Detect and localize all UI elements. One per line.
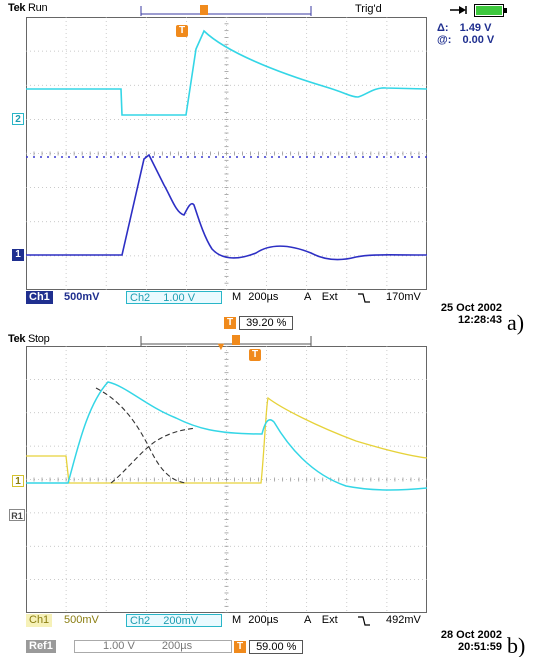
time-b: 20:51:59: [457, 641, 502, 653]
delta-readout: Δ: 1.49 V: [437, 22, 491, 34]
falling-edge-icon: [358, 293, 370, 303]
timebase-readout[interactable]: M 200µs: [232, 291, 278, 303]
panel-label-a: a): [507, 310, 525, 335]
trigger-readout[interactable]: A Ext: [304, 291, 338, 303]
ch2-ground-marker[interactable]: 2: [12, 113, 24, 125]
date-b: 28 Oct 2002: [440, 629, 502, 641]
ref1-waveform-rise: [110, 427, 197, 484]
timebase-value: 200µs: [248, 291, 279, 303]
trigger-arrow-b: ▼: [215, 341, 227, 353]
ch2-scale-b: 200mV: [163, 615, 199, 627]
ch2-waveform-b: [26, 381, 427, 491]
ch2-readout-box-b[interactable]: Ch2 200mV: [126, 614, 222, 627]
at-label: @:: [437, 34, 452, 46]
battery-icon: [474, 4, 507, 17]
time-a: 12:28:43: [457, 314, 502, 326]
ch1-waveform: [26, 153, 427, 261]
timebase-value-b: 200µs: [248, 614, 279, 626]
ch1-ground-marker-b[interactable]: 1: [12, 475, 24, 487]
delta-value: 1.49 V: [459, 22, 492, 34]
trigger-pos-value-b: 59.00 %: [249, 640, 304, 654]
ch1-scale[interactable]: 500mV: [64, 291, 100, 303]
a-label-b: A: [304, 614, 311, 626]
ch2-label: Ch2: [130, 292, 151, 304]
brand-text: Tek: [8, 2, 26, 14]
trigger-level[interactable]: 170mV: [386, 291, 421, 303]
m-label-b: M: [232, 614, 242, 626]
at-readout: @: 0.00 V: [437, 34, 494, 46]
falling-edge-icon-b: [358, 616, 370, 626]
a-label: A: [304, 291, 311, 303]
run-state: Run: [28, 2, 48, 14]
ref1-time: 200µs: [161, 640, 193, 652]
trigger-pos-icon-b: T: [234, 641, 246, 653]
ref1-label[interactable]: Ref1: [26, 640, 56, 653]
at-value: 0.00 V: [462, 34, 495, 46]
ch2-scale: 1.00 V: [163, 292, 196, 304]
trigger-source: Ext: [321, 291, 338, 303]
trigger-source-b: Ext: [321, 614, 338, 626]
trigger-pos-value: 39.20 %: [239, 316, 294, 330]
brand-logo: Tek Run: [8, 2, 48, 14]
ref1-readout-box[interactable]: 1.00 V 200µs: [74, 640, 232, 653]
ch1-ground-marker[interactable]: 1: [12, 249, 24, 261]
delta-label: Δ:: [437, 22, 449, 34]
record-view-bracket-b: [140, 335, 312, 346]
ch1-waveform-b: [26, 396, 427, 484]
trigger-position-readout-b[interactable]: T 59.00 %: [234, 640, 304, 654]
ch1-label[interactable]: Ch1: [26, 291, 53, 304]
record-view-bracket: [140, 5, 312, 16]
m-label: M: [232, 291, 242, 303]
ref1-waveform-decay: [95, 387, 187, 484]
ch2-label-b: Ch2: [130, 615, 151, 627]
ref1-ground-marker[interactable]: R1: [9, 509, 25, 521]
timestamp-a: 25 Oct 2002 12:28:43: [418, 302, 502, 326]
graticule-b: [26, 346, 427, 613]
trigger-position-marker-b[interactable]: T: [249, 349, 261, 361]
ch2-waveform: [26, 29, 427, 116]
ref1-scale: 1.00 V: [103, 640, 135, 652]
trigger-position-readout[interactable]: T 39.20 %: [224, 316, 294, 330]
timestamp-b: 28 Oct 2002 20:51:59: [418, 629, 502, 653]
ch1-scale-b[interactable]: 500mV: [64, 614, 99, 626]
trigger-status: Trig'd: [355, 3, 382, 15]
trigger-level-b[interactable]: 492mV: [386, 614, 421, 626]
ch2-readout-box[interactable]: Ch2 1.00 V: [126, 291, 222, 304]
ch1-label-b[interactable]: Ch1: [26, 614, 53, 627]
trigger-position-marker[interactable]: T: [176, 25, 188, 37]
trigger-readout-b[interactable]: A Ext: [304, 614, 338, 626]
brand-text-b: Tek: [8, 333, 26, 345]
brand-logo-b: Tek Stop: [8, 333, 50, 345]
probe-icon: [450, 6, 467, 14]
run-state-b: Stop: [28, 333, 50, 345]
graticule-a: [26, 17, 427, 290]
date-a: 25 Oct 2002: [440, 302, 502, 314]
timebase-readout-b[interactable]: M 200µs: [232, 614, 278, 626]
trigger-pos-icon: T: [224, 317, 236, 329]
panel-label-b: b): [507, 633, 526, 657]
